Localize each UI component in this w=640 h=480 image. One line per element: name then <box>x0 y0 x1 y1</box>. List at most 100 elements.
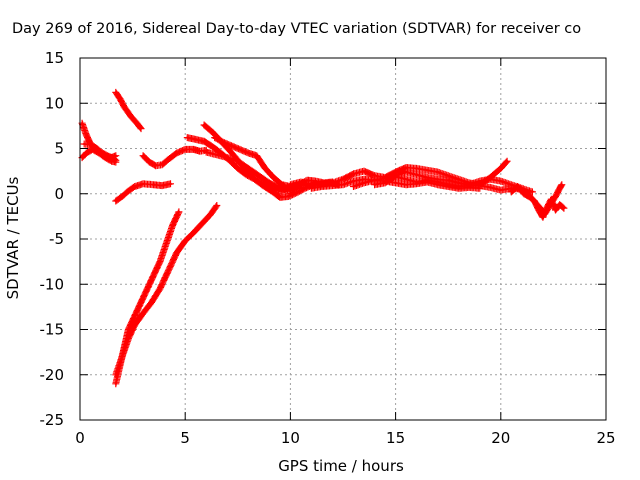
data-point <box>499 179 502 183</box>
data-point <box>352 185 355 188</box>
data-point <box>404 183 408 186</box>
data-point <box>141 182 145 185</box>
chart-title: Day 269 of 2016, Sidereal Day-to-day VTE… <box>12 21 581 37</box>
data-point <box>230 144 233 147</box>
y-tick-label: -20 <box>40 366 65 384</box>
data-point <box>489 186 492 189</box>
data-point <box>198 150 202 153</box>
data-point <box>158 287 162 290</box>
data-point <box>303 187 307 190</box>
data-point <box>228 149 231 152</box>
data-point <box>352 172 355 175</box>
data-point <box>141 312 145 315</box>
data-point <box>226 156 229 159</box>
data-point <box>215 153 218 156</box>
y-tick-label: -5 <box>49 230 64 248</box>
data-point <box>127 337 130 340</box>
data-point <box>192 231 195 234</box>
data-point <box>215 204 218 207</box>
data-point <box>404 170 408 174</box>
data-point <box>114 199 118 203</box>
data-point <box>186 136 189 139</box>
data-point <box>478 179 481 183</box>
data-point <box>152 274 155 277</box>
data-point <box>560 183 563 186</box>
data-point <box>415 180 418 184</box>
data-point <box>114 382 118 385</box>
data-point <box>148 160 151 164</box>
data-point <box>320 185 324 188</box>
x-axis-label: GPS time / hours <box>278 457 404 475</box>
data-point <box>510 183 513 186</box>
data-point <box>146 287 149 290</box>
data-point <box>257 174 260 177</box>
data-point <box>80 122 84 125</box>
data-point <box>516 187 519 190</box>
data-point <box>123 105 126 109</box>
data-point <box>436 178 439 181</box>
data-point <box>505 160 509 163</box>
y-tick-label: 0 <box>54 185 64 203</box>
x-tick-label: 5 <box>180 429 190 447</box>
data-point <box>120 355 124 358</box>
series-arc-12 <box>202 148 305 195</box>
data-point <box>85 151 88 155</box>
y-tick-labels: -25 -20 -15 -10 -5 0 5 10 15 <box>40 49 65 429</box>
y-tick-label: -25 <box>40 411 65 429</box>
data-point <box>341 178 345 181</box>
y-tick-label: 10 <box>45 94 64 112</box>
y-axis-label: SDTVAR / TECUs <box>4 176 22 299</box>
data-point <box>175 151 178 155</box>
data-point <box>221 141 225 144</box>
data-point <box>141 154 145 157</box>
y-tick-label: -15 <box>40 321 65 339</box>
data-point <box>447 183 450 186</box>
x-tick-label: 15 <box>386 429 405 447</box>
series-arc-8 <box>112 202 221 379</box>
data-point <box>499 188 502 192</box>
data-point <box>558 203 561 206</box>
data-point <box>160 163 164 166</box>
data-point <box>331 184 334 187</box>
data-point <box>133 185 136 188</box>
series-arc-18 <box>514 181 566 218</box>
data-point <box>89 143 92 147</box>
data-point <box>158 260 162 263</box>
data-point <box>175 251 178 254</box>
series-arc-5 <box>112 180 174 205</box>
x-tick-label: 10 <box>281 429 300 447</box>
data-point <box>139 127 143 130</box>
data-point <box>114 154 118 157</box>
data-point <box>341 183 345 186</box>
data-point <box>202 140 206 143</box>
data-point <box>108 157 111 160</box>
data-point <box>550 201 553 204</box>
data-point <box>83 142 86 146</box>
data-point <box>362 169 366 173</box>
data-point <box>150 301 153 304</box>
data-point <box>95 147 99 150</box>
data-point <box>272 176 275 179</box>
data-point <box>558 187 561 190</box>
data-series <box>78 88 568 388</box>
data-point <box>426 169 429 172</box>
data-point <box>394 174 397 177</box>
data-point <box>404 166 408 169</box>
data-point <box>289 183 292 186</box>
data-point <box>194 138 197 141</box>
data-point <box>202 123 206 127</box>
y-tick-label: 5 <box>54 140 64 158</box>
data-point <box>213 136 216 139</box>
data-point <box>268 181 271 185</box>
data-point <box>499 167 502 170</box>
data-point <box>383 181 387 185</box>
data-point <box>415 173 418 176</box>
data-point <box>211 145 214 148</box>
data-point <box>236 160 239 163</box>
data-point <box>114 373 118 376</box>
data-point <box>287 195 290 198</box>
data-point <box>299 180 303 184</box>
data-point <box>426 176 429 179</box>
data-point <box>394 181 397 185</box>
data-point <box>129 114 132 118</box>
